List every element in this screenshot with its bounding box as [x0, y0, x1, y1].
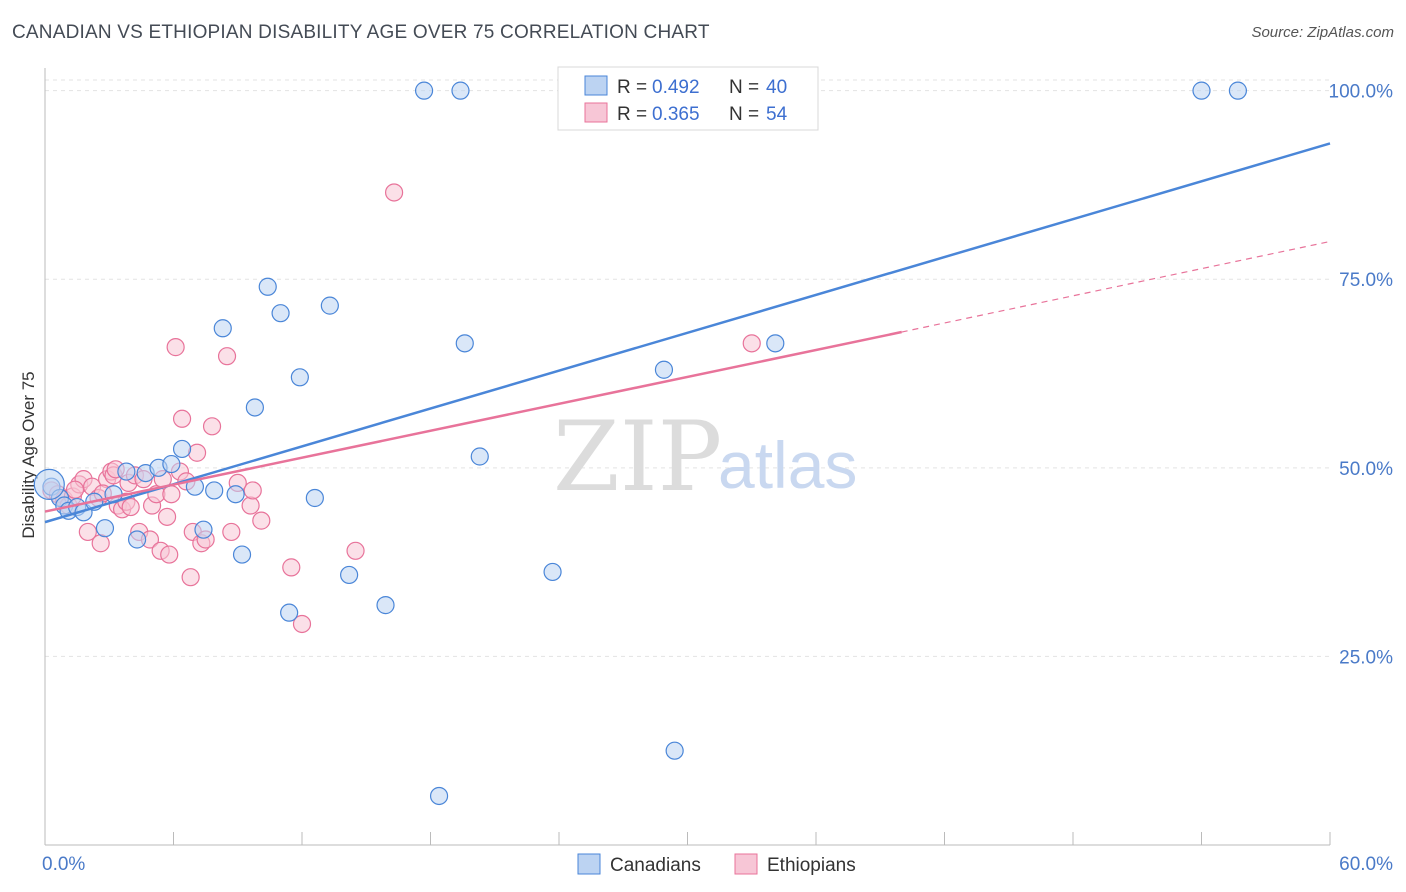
canadians-point [665, 741, 684, 760]
canadians-point [258, 277, 277, 296]
ethiopians-point [243, 481, 262, 500]
canadians-point [290, 368, 309, 387]
canadians-point [232, 545, 252, 564]
canadians-point [470, 447, 489, 466]
canadians-point [127, 530, 147, 549]
ethiopians-point [292, 614, 312, 634]
legend-swatch-ethiopians [584, 102, 608, 123]
ethiopians-point [162, 485, 181, 504]
ethiopians-point [202, 417, 222, 436]
legend: R = 0.492 N = 40 R = 0.365 N = 54 [557, 66, 819, 131]
y-tick-label: 50.0% [1339, 459, 1393, 480]
chart-source: Source: ZipAtlas.com [1251, 24, 1394, 41]
canadians-point [205, 481, 224, 500]
canadians-point [1228, 81, 1248, 100]
y-tick-label: 25.0% [1339, 647, 1393, 668]
trend-lines [44, 142, 1331, 524]
y-axis-tick-labels: 25.0% 50.0% 75.0% 100.0% [1329, 82, 1394, 669]
bottom-legend-canadians: Canadians [610, 855, 701, 876]
gridlines [45, 79, 1330, 657]
canadians-point [162, 454, 181, 474]
canadians-point [414, 81, 434, 100]
canadians-point [194, 520, 213, 539]
canadians-point [172, 439, 192, 459]
y-tick-label: 75.0% [1339, 270, 1393, 291]
canadians-point [543, 562, 562, 582]
ethiopians-point [241, 496, 260, 515]
ethiopians-point [742, 334, 761, 353]
ethiopians-point [91, 534, 110, 553]
canadians-point-large [33, 468, 65, 501]
bottom-legend-ethiopians: Ethiopians [767, 855, 856, 876]
canadians-point [245, 398, 264, 417]
ethiopians-point [172, 409, 192, 428]
canadians-point [766, 334, 785, 353]
canadians-point [95, 519, 115, 538]
canadians-point [455, 334, 474, 353]
ethiopians-point [78, 522, 97, 542]
ethiopians-point [282, 558, 301, 577]
ethiopians-trend-line-extrapolated [901, 240, 1331, 333]
x-axis-ticks [44, 832, 1331, 845]
ethiopians-point [65, 480, 85, 499]
y-axis-label: Disability Age Over 75 [19, 371, 38, 538]
canadians-point [654, 360, 674, 379]
ethiopians-point [252, 511, 271, 530]
ethiopians-point [217, 347, 237, 366]
bottom-legend: Canadians Ethiopians [577, 853, 856, 876]
canadians-trend-line [44, 142, 1331, 524]
legend-n-label-ethiopians: N = [729, 104, 759, 125]
legend-n-value-canadians: 40 [766, 77, 787, 98]
ethiopians-point [166, 338, 185, 357]
watermark-zip: ZIP [553, 401, 722, 513]
ethiopians-point [187, 443, 207, 462]
ethiopians-point [181, 568, 200, 587]
legend-r-value-ethiopians: 0.365 [652, 104, 700, 125]
canadians-point [429, 786, 449, 806]
legend-n-label-canadians: N = [729, 77, 759, 98]
canadians-point [376, 596, 395, 615]
canadians-point [280, 603, 299, 622]
canadians-point [213, 319, 232, 338]
legend-r-value-canadians: 0.492 [652, 77, 700, 98]
y-tick-label: 100.0% [1329, 82, 1394, 103]
bottom-legend-swatch-ethiopians [734, 853, 758, 875]
canadians-point [305, 488, 324, 508]
chart-title: CANADIAN VS ETHIOPIAN DISABILITY AGE OVE… [12, 22, 710, 43]
x-tick-label-min: 0.0% [42, 854, 85, 875]
canadians-point [271, 304, 290, 323]
watermark-atlas: atlas [718, 428, 857, 502]
ethiopians-point [121, 497, 140, 517]
bottom-legend-swatch-canadians [577, 853, 601, 875]
legend-r-label-ethiopians: R = [617, 104, 647, 125]
ethiopians-point [157, 507, 177, 526]
canadians-point [1192, 81, 1211, 100]
legend-n-value-ethiopians: 54 [766, 104, 788, 125]
canadians-point [320, 296, 339, 315]
legend-r-label-canadians: R = [617, 77, 647, 98]
canadians-point [340, 565, 359, 585]
legend-swatch-canadians [584, 75, 608, 96]
ethiopians-point [384, 183, 404, 202]
ethiopians-point [160, 545, 179, 564]
ethiopians-point [346, 541, 365, 560]
x-tick-label-max: 60.0% [1339, 854, 1393, 875]
ethiopians-point [222, 522, 241, 542]
canadians-point [451, 81, 470, 100]
canadians-point [117, 462, 136, 481]
canadians-point [226, 485, 245, 504]
ethiopians-trend-line [44, 330, 902, 513]
